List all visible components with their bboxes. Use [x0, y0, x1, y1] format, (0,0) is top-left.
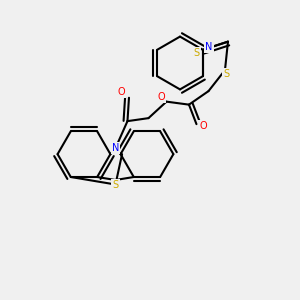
Text: N: N: [205, 42, 213, 52]
Text: O: O: [157, 92, 165, 102]
Text: S: S: [112, 179, 118, 190]
Text: O: O: [118, 87, 125, 97]
Text: O: O: [199, 121, 207, 130]
Text: N: N: [112, 143, 119, 153]
Text: S: S: [194, 48, 200, 58]
Text: S: S: [224, 69, 230, 79]
